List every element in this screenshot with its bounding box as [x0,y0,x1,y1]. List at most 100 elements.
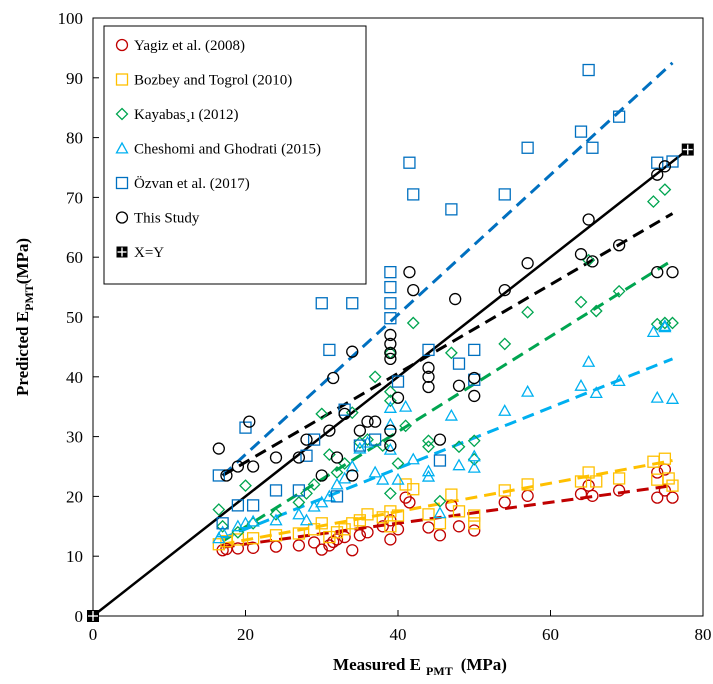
data-point [292,484,306,497]
y-tick-label: 20 [66,487,83,506]
data-point [361,526,374,539]
data-point [330,526,344,539]
data-point [292,507,306,520]
data-point [216,517,229,530]
data-points [212,63,680,557]
data-point [452,458,466,471]
data-point [666,479,679,492]
data-point [315,495,329,508]
data-point [658,320,672,333]
data-point [662,472,675,485]
data-point [383,394,397,408]
data-point [421,469,436,482]
data-point [422,508,435,521]
data-point [452,357,466,370]
y-axis-title: Predicted EPMT(MPa) [13,238,36,396]
series-cheshomi-and-ghodrati-2015 [212,319,680,544]
data-point [327,371,340,385]
data-point [651,265,664,279]
data-point [269,507,283,521]
data-point [612,472,626,485]
data-point [383,385,397,399]
data-point [315,517,328,530]
data-point [468,524,481,537]
legend-marker-cheshomi-and-ghodrati-2015 [115,141,129,154]
legend-label: Yagiz et al. (2008) [134,38,245,54]
data-point [346,297,359,310]
data-point [323,530,336,544]
data-point [658,452,672,465]
legend-marker-this-study [115,211,129,224]
data-point [498,496,511,509]
legend-label: Bozbey and Togrol (2010) [134,73,292,89]
data-point [368,370,382,384]
legend: Yagiz et al. (2008) Bozbey and Togrol (20… [103,25,367,285]
y-tick-label: 30 [66,428,83,447]
data-point [452,440,466,454]
y-tick-label: 70 [66,188,83,207]
data-point [468,509,481,522]
data-point [407,483,420,496]
data-point [391,509,405,522]
data-point [666,265,679,279]
data-point [231,499,245,512]
identity-marker [681,143,694,156]
data-point [384,297,397,310]
data-point [330,477,344,490]
data-point [422,370,435,383]
data-point [384,312,397,325]
data-point [338,403,351,416]
data-point [498,484,511,497]
data-point [346,517,359,530]
data-point [574,125,588,138]
x-axis-title: Measured E PMT (MPa) [333,655,507,678]
data-point [368,465,382,478]
data-point [468,517,481,530]
x-tick-label: 60 [542,625,559,644]
data-point [212,469,225,482]
data-point [651,491,664,504]
data-point [376,520,389,533]
data-point [574,378,588,391]
data-point [220,469,233,482]
data-point [582,63,595,77]
data-point [467,449,481,462]
data-point [498,188,511,201]
data-point [384,265,397,279]
y-tick-label: 40 [66,368,83,387]
data-point [243,415,256,428]
data-point [498,283,511,297]
data-point [658,160,672,173]
data-point [346,345,359,358]
data-point [612,239,626,252]
data-point [612,284,626,298]
data-point [391,472,405,485]
data-point [384,505,397,518]
data-point [407,283,420,297]
data-point [384,533,397,546]
data-point [246,541,260,554]
legend-marker-bozbey-and-togrol-2010 [115,73,129,86]
series-this-study [212,160,679,482]
y-tick-label: 80 [66,129,83,148]
data-point [269,513,283,526]
x-tick-label: 80 [695,625,712,644]
y-tick-label: 10 [66,547,83,566]
data-point [323,539,336,552]
legend-marker-kayabas-2012 [115,107,129,121]
data-point [612,374,626,387]
data-point [406,316,420,330]
data-point [582,213,595,226]
data-point [468,371,481,385]
legend-label: Kayabas¸ı (2012) [134,107,239,123]
data-point [590,475,603,488]
data-point [246,460,260,473]
series-bozbey-and-togrol-2010 [212,452,679,551]
data-point [422,440,435,454]
data-point [444,408,458,421]
x-axis-title-sub: PMT [426,664,453,678]
data-point [239,479,252,493]
data-point [658,183,672,197]
data-point [315,543,328,556]
data-point [433,529,447,542]
